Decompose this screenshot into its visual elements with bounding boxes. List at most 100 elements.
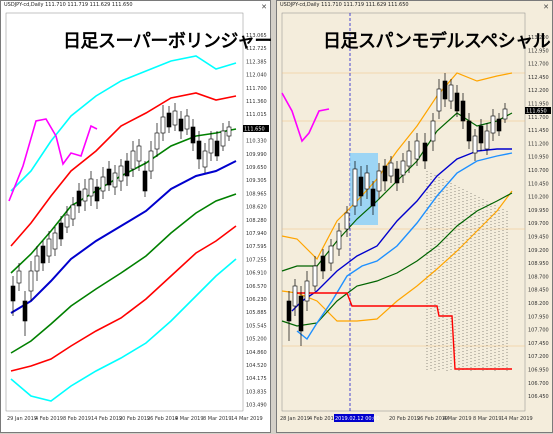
left-close-icon[interactable]: ✕ — [261, 3, 267, 11]
right-symbol-label: USDJPY-cd,Daily 111.710 111.719 111.629 … — [280, 2, 409, 8]
left-y-tick-label: 112.725 — [246, 46, 267, 52]
right-candle-body — [304, 280, 310, 302]
right-candle-body — [358, 176, 364, 197]
left-x-tick-label: 20 Feb 2019 — [119, 416, 150, 422]
left-y-tick-label: 109.650 — [246, 165, 267, 171]
left-candle-body — [214, 140, 220, 157]
right-y-tick-label: 112.700 — [528, 62, 549, 68]
left-candle-body — [46, 238, 52, 257]
right-x-tick-label: 4 Mar 2019 — [443, 416, 472, 422]
right-y-tick-label: 108.700 — [528, 274, 549, 280]
right-y-tick-label: 111.200 — [528, 141, 549, 147]
right-y-tick-label: 110.200 — [528, 195, 549, 201]
left-candle-body — [142, 170, 148, 192]
right-price-label: 111.650 — [526, 109, 547, 115]
left-chart-window[interactable]: USDJPY-cd,Daily 111.710 111.719 111.629 … — [0, 0, 272, 434]
right-y-tick-label: 111.450 — [528, 128, 549, 134]
left-y-tick-label: 108.620 — [246, 205, 267, 211]
left-candle-body — [130, 150, 136, 170]
left-x-tick-label: 8 Mar 2019 — [203, 416, 232, 422]
right-candle-body — [406, 150, 412, 167]
left-candle-body — [40, 245, 46, 264]
left-x-tick-label: 14 Mar 2019 — [231, 416, 263, 422]
right-candle-body — [472, 135, 478, 154]
right-candle-body — [490, 115, 496, 134]
left-candle-body — [70, 204, 76, 220]
right-y-tick-label: 106.950 — [528, 368, 549, 374]
left-chart-canvas[interactable]: 113.065 112.725 112.385 112.040 111.700 111.3… — [1, 1, 272, 434]
right-candle-body — [292, 285, 298, 307]
left-band-lower2 — [10, 225, 237, 372]
right-y-tick-label: 107.450 — [528, 341, 549, 347]
left-candle-body — [112, 172, 118, 188]
right-candle-body — [466, 120, 472, 142]
left-band-upper2 — [10, 92, 237, 247]
left-candle-body — [28, 270, 34, 292]
left-candle-body — [136, 145, 142, 162]
right-candle-body — [344, 212, 350, 230]
left-candle-body — [202, 150, 208, 168]
right-x-tick-label: 14 Mar 2019 — [501, 416, 533, 422]
left-candle-body — [58, 222, 64, 240]
right-chart-canvas[interactable]: 113.200 112.950 112.700 112.450 112.200 111.9… — [277, 1, 553, 434]
left-x-tick-label: 29 Jan 2019 — [7, 416, 37, 422]
left-band-lower3 — [10, 258, 237, 402]
left-candle-body — [154, 132, 160, 150]
right-y-tick-label: 112.450 — [528, 75, 549, 81]
right-candle-body — [460, 100, 466, 122]
right-chart-title: 日足スパンモデルスペシャル — [323, 31, 551, 52]
right-candle-body — [382, 165, 388, 182]
left-x-tick-label: 4 Mar 2019 — [175, 416, 204, 422]
left-plot-area — [5, 12, 244, 412]
left-y-tick-label: 108.965 — [246, 191, 267, 197]
right-x-tick-label: 8 Mar 2019 — [473, 416, 502, 422]
right-candle-body — [298, 295, 304, 332]
right-close-icon[interactable]: ✕ — [543, 3, 549, 11]
left-y-tick-label: 111.015 — [246, 112, 267, 118]
right-y-tick-label: 110.950 — [528, 155, 549, 161]
left-y-tick-label: 112.385 — [246, 59, 267, 65]
right-candle-body — [400, 160, 406, 176]
right-candle-body — [352, 168, 358, 207]
left-band-lower1 — [10, 193, 237, 354]
right-candle-body — [320, 255, 326, 272]
left-candle-body — [160, 116, 166, 134]
left-band-upper3 — [10, 55, 237, 192]
right-candle-body — [394, 168, 400, 184]
left-y-tick-label: 107.595 — [246, 244, 267, 250]
left-candle-body — [82, 188, 88, 202]
right-candle-body — [286, 300, 292, 322]
right-candle-body — [364, 172, 370, 190]
right-crosshair-date-label: 2019.02.12 00:00 — [335, 416, 380, 422]
right-chart-window[interactable]: USDJPY-cd,Daily 111.710 111.719 111.629 … — [276, 0, 553, 433]
right-line-orange-1 — [281, 190, 513, 322]
left-y-tick-label: 106.910 — [246, 271, 267, 277]
left-candle-body — [34, 255, 40, 272]
right-y-tick-label: 111.700 — [528, 115, 549, 121]
right-y-tick-label: 110.700 — [528, 168, 549, 174]
right-y-tick-label: 107.200 — [528, 354, 549, 360]
right-y-tick-label: 108.450 — [528, 288, 549, 294]
left-y-tick-label: 104.175 — [246, 376, 267, 382]
left-y-tick-label: 107.940 — [246, 231, 267, 237]
left-candle-body — [10, 285, 16, 302]
right-y-tick-label: 110.450 — [528, 181, 549, 187]
right-y-tick-label: 107.950 — [528, 314, 549, 320]
left-y-tick-label: 110.330 — [246, 139, 267, 145]
right-candle-body — [436, 88, 442, 112]
right-crosshair-date-box — [334, 414, 374, 422]
left-candle-body — [148, 150, 154, 172]
left-symbol-label: USDJPY-cd,Daily 111.710 111.719 111.629 … — [4, 2, 133, 8]
right-candle-body — [414, 140, 420, 160]
right-candle-body — [496, 118, 502, 132]
left-candle-body — [184, 115, 190, 130]
left-y-tick-label: 105.545 — [246, 323, 267, 329]
left-price-box — [243, 125, 269, 132]
left-y-tick-label: 113.065 — [246, 33, 267, 39]
left-candle-body — [76, 190, 82, 207]
left-y-tick-label: 106.230 — [246, 297, 267, 303]
left-candle-body — [226, 126, 232, 137]
left-candle-body — [190, 126, 196, 144]
left-candle-body — [166, 112, 172, 128]
left-band-mid — [10, 160, 237, 314]
